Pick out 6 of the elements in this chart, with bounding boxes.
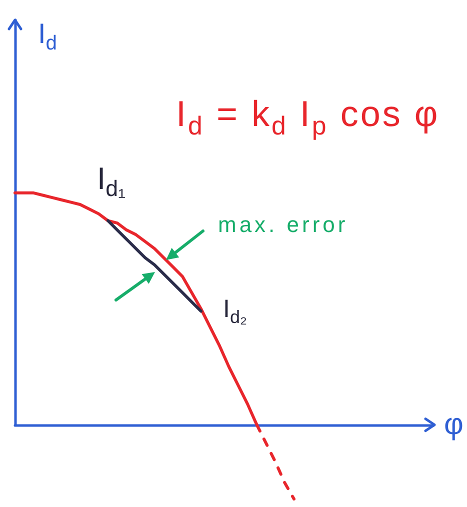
- y-axis-title: I$_{d}$: [38, 18, 57, 54]
- x-axis-title: φ: [444, 408, 464, 441]
- annotation: max. error: [218, 212, 348, 237]
- annotation: I$_{d₁}$: [97, 160, 126, 201]
- text: I$_{d}$ = k$_{d}$ I$_{p}$ cos φ: [176, 93, 440, 140]
- annotation: I$_{d₂}$: [223, 295, 247, 327]
